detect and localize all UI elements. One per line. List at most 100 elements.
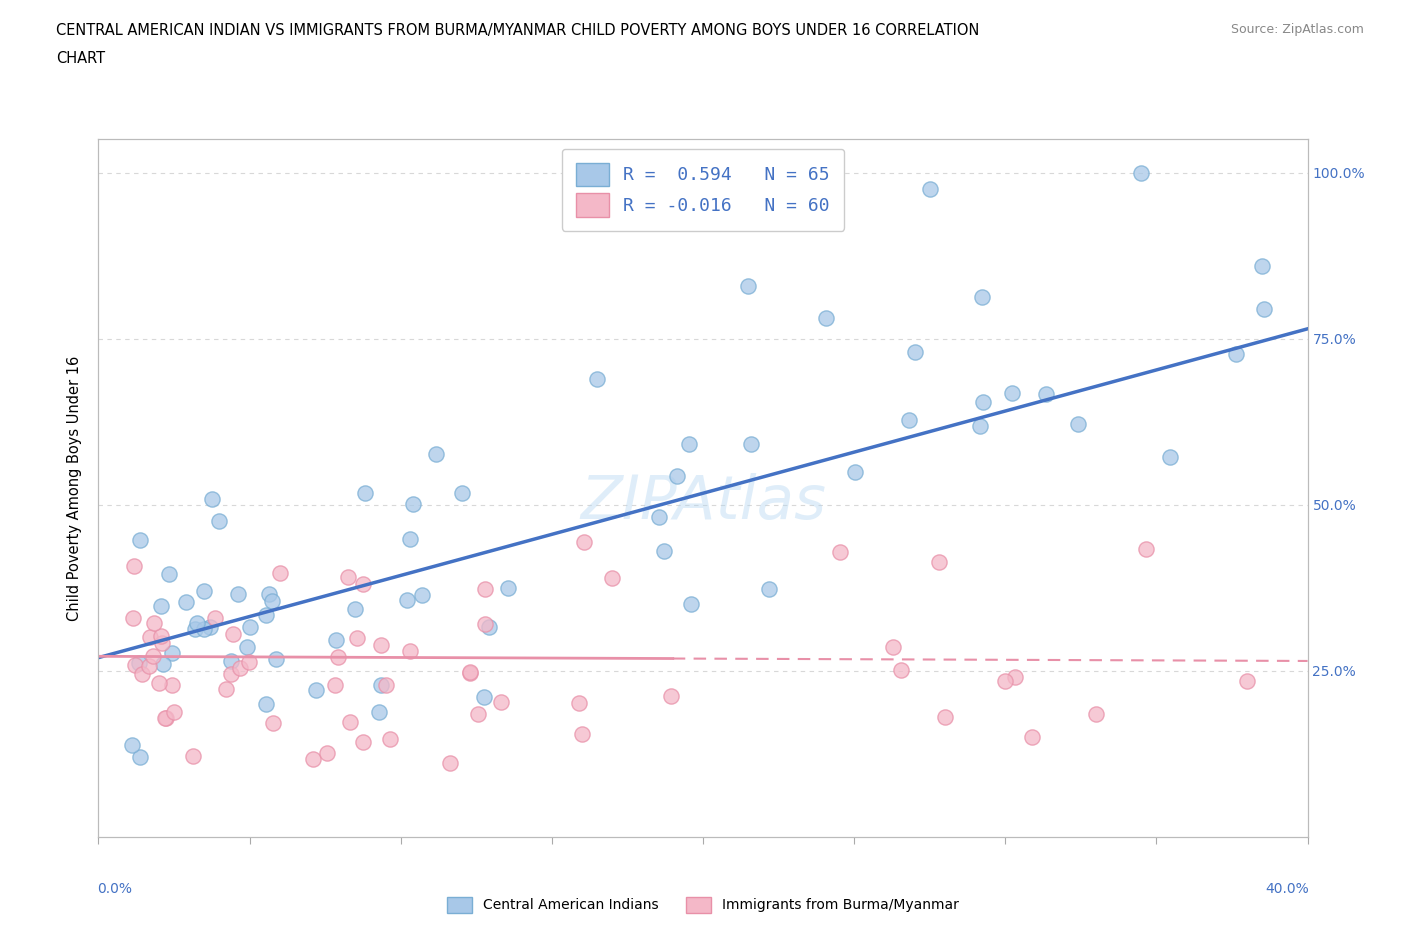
Point — [305, 683, 328, 698]
Point — [496, 580, 519, 595]
Point — [472, 690, 495, 705]
Point — [198, 619, 221, 634]
Point — [572, 535, 595, 550]
Point — [1250, 259, 1272, 273]
Point — [150, 636, 173, 651]
Point — [155, 711, 177, 726]
Text: 40.0%: 40.0% — [1265, 883, 1309, 897]
Point — [425, 447, 447, 462]
Point — [315, 746, 337, 761]
Point — [128, 656, 150, 671]
Point — [1035, 386, 1057, 401]
Point — [262, 593, 284, 608]
Point — [343, 601, 366, 616]
Point — [215, 682, 238, 697]
Point — [1253, 301, 1275, 316]
Point — [600, 571, 623, 586]
Point — [737, 278, 759, 293]
Point — [398, 532, 420, 547]
Point — [439, 755, 461, 770]
Point — [934, 710, 956, 724]
Point — [491, 695, 513, 710]
Point — [200, 491, 222, 506]
Point — [928, 554, 950, 569]
Text: CENTRAL AMERICAN INDIAN VS IMMIGRANTS FROM BURMA/MYANMAR CHILD POVERTY AMONG BOY: CENTRAL AMERICAN INDIAN VS IMMIGRANTS FR… — [56, 23, 980, 38]
Y-axis label: Child Poverty Among Boys Under 16: Child Poverty Among Boys Under 16 — [67, 355, 83, 621]
Point — [882, 640, 904, 655]
Point — [328, 650, 350, 665]
Legend: R =  0.594   N = 65, R = -0.016   N = 60: R = 0.594 N = 65, R = -0.016 N = 60 — [562, 149, 844, 231]
Point — [254, 607, 277, 622]
Point — [354, 485, 377, 500]
Point — [184, 622, 207, 637]
Point — [259, 587, 281, 602]
Point — [411, 588, 433, 603]
Point — [219, 667, 242, 682]
Point — [181, 749, 204, 764]
Point — [186, 616, 208, 631]
Point — [339, 714, 361, 729]
Point — [238, 655, 260, 670]
Point — [266, 652, 288, 667]
Point — [652, 544, 675, 559]
Point — [1236, 673, 1258, 688]
Point — [897, 413, 920, 428]
Legend: Central American Indians, Immigrants from Burma/Myanmar: Central American Indians, Immigrants fro… — [441, 891, 965, 919]
Point — [138, 658, 160, 673]
Point — [143, 616, 166, 631]
Text: 0.0%: 0.0% — [97, 883, 132, 897]
Point — [586, 371, 609, 386]
Point — [1021, 730, 1043, 745]
Point — [458, 666, 481, 681]
Point — [163, 705, 186, 720]
Point — [380, 732, 402, 747]
Point — [1225, 347, 1247, 362]
Point — [128, 750, 150, 764]
Point — [474, 617, 496, 631]
Text: Source: ZipAtlas.com: Source: ZipAtlas.com — [1230, 23, 1364, 36]
Point — [467, 707, 489, 722]
Point — [478, 620, 501, 635]
Point — [148, 676, 170, 691]
Point — [1067, 417, 1090, 432]
Point — [758, 581, 780, 596]
Point — [239, 619, 262, 634]
Point — [1159, 449, 1181, 464]
Point — [155, 711, 177, 725]
Point — [830, 545, 852, 560]
Point — [193, 583, 215, 598]
Point — [665, 469, 688, 484]
Point — [269, 565, 291, 580]
Point — [571, 726, 593, 741]
Point — [970, 289, 993, 304]
Point — [368, 704, 391, 719]
Point — [124, 658, 146, 672]
Point — [149, 629, 172, 644]
Point — [396, 592, 419, 607]
Point — [402, 497, 425, 512]
Point — [1135, 541, 1157, 556]
Point — [1001, 386, 1024, 401]
Point — [221, 654, 243, 669]
Point — [162, 677, 184, 692]
Point — [131, 666, 153, 681]
Point — [1085, 707, 1108, 722]
Point — [222, 626, 245, 641]
Point — [122, 610, 145, 625]
Point — [301, 752, 323, 767]
Point — [152, 657, 174, 671]
Point — [450, 485, 472, 500]
Point — [193, 621, 215, 636]
Point — [740, 437, 762, 452]
Point — [336, 569, 359, 584]
Text: ZIPAtlas: ZIPAtlas — [581, 472, 825, 532]
Point — [353, 577, 375, 591]
Point — [370, 678, 392, 693]
Point — [661, 689, 683, 704]
Point — [994, 673, 1017, 688]
Point — [399, 644, 422, 658]
Point — [1130, 166, 1153, 180]
Point — [325, 632, 347, 647]
Point — [678, 436, 700, 451]
Point — [460, 664, 482, 679]
